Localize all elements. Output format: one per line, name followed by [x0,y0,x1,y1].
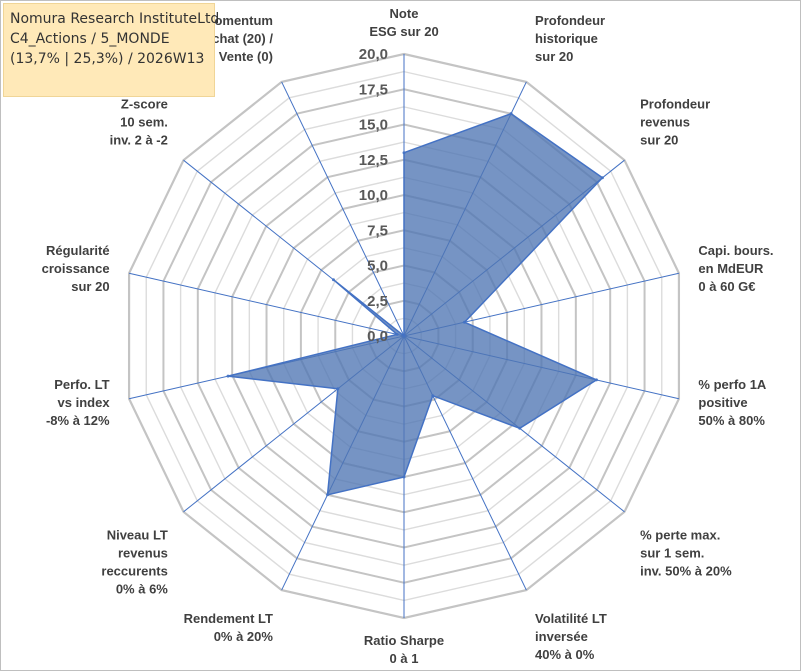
axis-label: Profondeur revenus sur 20 [640,97,710,148]
data-point [518,426,522,430]
axis-label-line: inv. 2 à -2 [110,133,168,148]
axis-label-line: croissance [42,261,110,276]
axis-label-line: revenus [640,115,690,130]
axis-label-line: sur 20 [535,49,573,64]
axis-label-line: sur 1 sem. [640,545,704,560]
data-point [594,378,598,382]
axis-label: Niveau LT revenus reccurents 0% à 6% [101,527,168,596]
data-point [331,278,335,282]
series-layer [226,112,604,497]
axis-label-line: Volatilité LT [535,611,607,626]
axis-label-line: Z-score [121,97,168,112]
data-point [326,493,330,497]
axis-label-line: en MdEUR [698,261,764,276]
axis-label-line: Profondeur [640,97,710,112]
axis-label-line: Momentum [204,13,273,28]
axis-label: Z-score 10 sem. inv. 2 à -2 [110,97,168,148]
title-period: (13,7% | 25,3%) / 2026W13 [10,51,205,67]
data-point [431,394,435,398]
chart-title-box: Nomura Research InstituteLtd C4_Actions … [3,3,220,97]
axis-label-line: sur 20 [71,279,109,294]
tick-label: 12,5 [359,152,388,169]
axis-label-line: inv. 50% à 20% [640,563,732,578]
axis-label: % perfo 1A positive 50% à 80% [698,377,767,428]
tick-label: 20,0 [359,46,388,63]
tick-label: 5,0 [367,258,388,275]
axis-spoke [281,81,405,337]
axis-label-line: 0 à 1 [390,651,419,666]
data-point [226,374,230,378]
axis-label-line: Vente (0) [219,49,273,64]
axis-label: Régularité croissance sur 20 [42,243,110,294]
axis-label-line: Note [390,6,419,21]
axis-label-line: Rendement LT [184,611,273,626]
axis-label-line: % perte max. [640,527,720,542]
axis-label: Capi. bours. en MdEUR 0 à 60 G€ [698,243,773,294]
axis-label: Note ESG sur 20 [369,6,438,39]
axis-label-line: Niveau LT [107,527,168,542]
tick-label: 15,0 [359,117,388,134]
data-point [600,176,604,180]
tick-label: 10,0 [359,187,388,204]
data-point [395,332,399,336]
tick-label: 0,0 [367,328,388,345]
title-company: Nomura Research InstituteLtd [10,11,220,27]
axis-label-line: Profondeur [535,13,605,28]
data-point [462,320,466,324]
tick-labels: 0,0 2,5 5,0 7,5 10,0 12,5 15,0 17,5 20,0 [359,46,388,345]
axis-label-line: 0% à 20% [214,629,274,644]
axis-label-line: -8% à 12% [46,413,110,428]
axis-label-line: % perfo 1A [698,377,767,392]
axis-label-line: inversée [535,629,588,644]
tick-label: 17,5 [359,81,388,98]
axis-labels: Note ESG sur 20 Profondeur historique sur 20… [42,6,774,666]
axis-label: Profondeur historique sur 20 [535,13,605,64]
axis-label-line: revenus [118,545,168,560]
axis-label-line: 10 sem. [120,115,168,130]
axis-label-line: Achat (20) / [203,31,273,46]
axis-label: Momentum Achat (20) / Vente (0) [203,13,273,64]
data-point [402,475,406,479]
axis-label-line: positive [698,395,747,410]
axis-label: Rendement LT 0% à 20% [184,611,274,644]
data-point [402,151,406,155]
axis-label-line: Perfo. LT [54,377,109,392]
axis-label-line: Régularité [46,243,110,258]
axis-label-line: 0 à 60 G€ [698,279,755,294]
data-point [336,387,340,391]
axis-label-line: Capi. bours. [698,243,773,258]
axis-label-line: 50% à 80% [698,413,765,428]
title-category: C4_Actions / 5_MONDE [10,31,170,47]
axis-label-line: vs index [58,395,111,410]
axis-label: % perte max. sur 1 sem. inv. 50% à 20% [640,527,732,578]
axis-label-line: 0% à 6% [116,581,168,596]
tick-label: 2,5 [367,293,388,310]
axis-label-line: sur 20 [640,133,678,148]
axis-spoke [128,272,405,337]
tick-label: 7,5 [367,222,388,239]
axis-label-line: reccurents [101,563,167,578]
axis-label-line: ESG sur 20 [369,24,438,39]
data-point [509,112,513,116]
axis-label-line: Ratio Sharpe [364,633,444,648]
axis-label: Ratio Sharpe 0 à 1 [364,633,444,666]
axis-label: Volatilité LT inversée 40% à 0% [535,611,607,662]
data-point [402,334,406,338]
axis-label: Perfo. LT vs index -8% à 12% [46,377,110,428]
axis-label-line: historique [535,31,598,46]
axis-label-line: 40% à 0% [535,647,595,662]
